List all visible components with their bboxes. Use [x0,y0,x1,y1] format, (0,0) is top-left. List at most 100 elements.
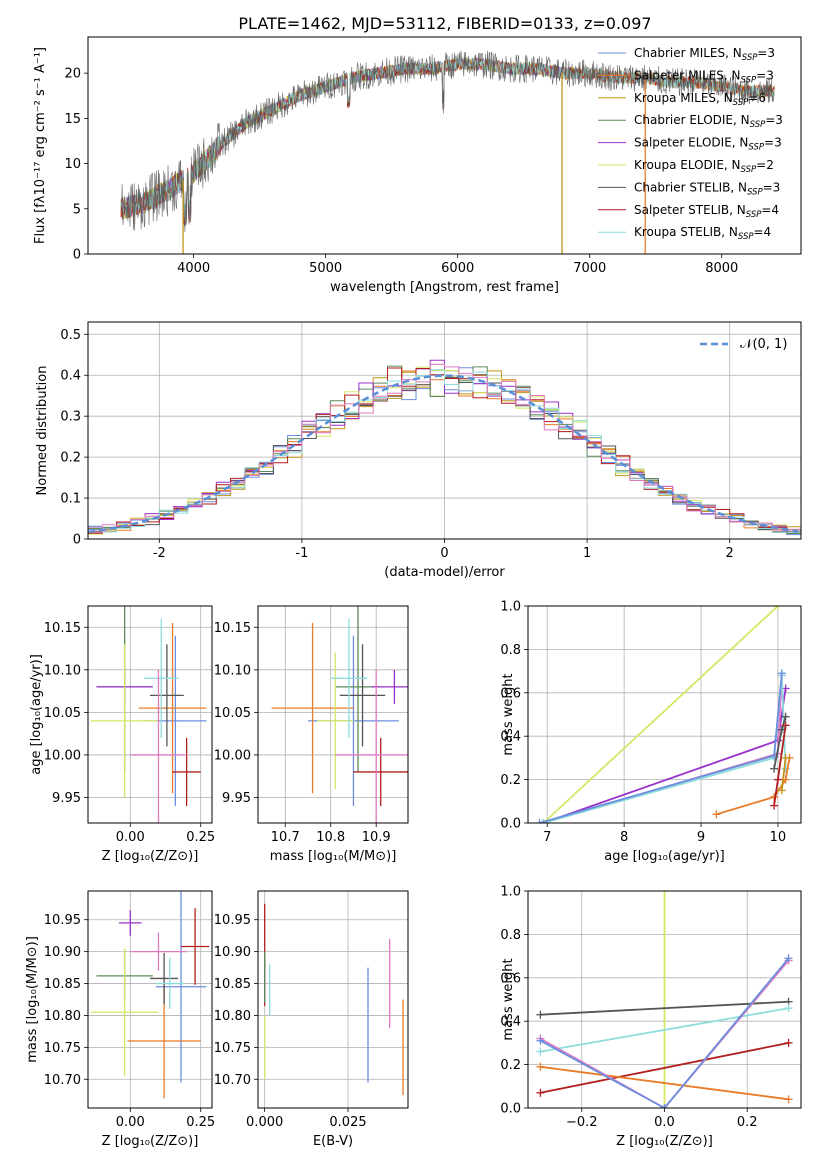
tick-label-x: 0.2 [737,1115,758,1130]
tick-label-y: 10.10 [214,663,251,678]
axis-label-x: Z [log₁₀(Z/Z⊙)] [102,1134,199,1149]
tick-label-y: 0.3 [60,410,81,425]
axes-frame [257,605,409,824]
errorbars-age_vs_Z [90,606,207,823]
tick-label-y: 5 [73,202,81,217]
tick-label-y: 10.15 [214,621,251,636]
tick-label-x: 10.7 [271,830,300,845]
axis-label-y: Flux [fλ10⁻¹⁷ erg cm⁻² s⁻¹ A⁻¹] [33,47,48,244]
histograms [88,359,801,537]
weight-line-salpeter_miles [540,1065,789,1101]
weight-line-chabrier_miles [539,673,783,823]
tick-label-y: 10.85 [44,977,81,992]
panel-mass_vs_Z: 0.00 0.25 10.70 10.75 10.80 10.85 10.90 10.95 Z … [25,890,215,1149]
tick-label-y: 0.2 [500,773,521,788]
tick-label-x: 9 [697,830,705,845]
tick-label-x: 8000 [705,261,738,276]
axis-label-y: mass weight [501,673,516,755]
panel-weight_vs_age: 7 8 9 10 0.0 0.2 0.4 0.6 0.8 1.0 age [log₁₀(age/yr… [500,600,802,864]
tick-label-y: 10.90 [214,945,251,960]
gaussian-curve [88,374,799,534]
axes-frame [87,36,802,255]
tick-label-y: 20 [64,67,81,82]
tick-label-y: 10 [64,157,81,172]
tick-label-x: -1 [295,546,308,561]
tick-label-y: 0.0 [500,1102,521,1117]
tick-label-y: 0.5 [60,328,81,343]
spectrum-chabrier_stelib [120,50,775,232]
tick-label-y: 9.95 [52,791,81,806]
axis-label-y: mass [log₁₀(M/M⊙)] [25,936,40,1063]
axes-frame [527,605,802,824]
tick-label-x: 7000 [573,261,606,276]
tick-label-y: 10.75 [214,1041,251,1056]
tick-label-y: 1.0 [500,600,521,615]
panel-weight_vs_Z: −0.2 0.0 0.2 0.0 0.2 0.4 0.6 0.8 1.0 Z [log₁₀(Z/Z… [500,885,802,1149]
tick-label-y: 10.70 [44,1073,81,1088]
tick-label-y: 10.05 [214,706,251,721]
tick-label-x: 10.9 [362,830,391,845]
tick-label-y: 0.8 [500,928,521,943]
errorbars-mass_vs_ebv [264,903,404,1096]
weight-line-chabrier_stelib [540,1000,789,1016]
tick-label-y: 10.00 [44,748,81,763]
tick-label-x: -2 [153,546,166,561]
tick-label-x: 7 [543,830,551,845]
axes-frame [527,890,802,1109]
tick-label-x: 0.0 [654,1115,675,1130]
legend-gaussian-label: 𝒩(0, 1) [740,337,787,352]
tick-label-y: 0.0 [500,817,521,832]
axes-frame [257,890,409,1109]
panel-age_vs_mass: 10.7 10.8 10.9 9.95 10.00 10.05 10.10 10.15 mass… [214,605,409,864]
tick-label-y: 10.15 [44,621,81,636]
tick-label-y: 10.95 [44,913,81,928]
tick-label-y: 10.90 [44,945,81,960]
weight-line-kroupa_stelib [540,1007,789,1053]
panel-spectrum: 4000 5000 6000 7000 8000 0 5 10 15 20 wavelength [… [33,36,802,295]
tick-label-y: 0.4 [500,730,521,745]
weight-line-chabrier_miles [539,957,790,1108]
tick-label-y: 0 [73,248,81,263]
tick-label-x: 0.00 [116,1115,145,1130]
tick-label-y: 10.85 [214,977,251,992]
tick-label-x: 10.8 [316,830,345,845]
axis-label-x: age [log₁₀(age/yr)] [604,849,725,864]
tick-label-y: 0.8 [500,643,521,658]
axis-label-x: Z [log₁₀(Z/Z⊙)] [616,1134,713,1149]
panel-residuals: -2 -1 0 1 2 0 0.1 0.2 0.3 0.4 0.5 (data-model)/erro… [35,321,802,580]
legend-label: Salpeter STELIB, NSSP=4 [634,203,779,220]
weight-line-salpeter_stelib [540,1042,789,1094]
tick-label-x: 2 [726,546,734,561]
tick-label-x: 0.25 [186,830,215,845]
weight-line-kroupa_elodie [542,606,779,823]
tick-label-y: 0.4 [500,1015,521,1030]
tick-label-y: 10.05 [44,706,81,721]
weight-line-salpeter_elodie [543,688,787,823]
weight-line-kroupa_stelib [543,675,787,823]
spectrum-legend: Chabrier MILES, NSSP=3 Salpeter MILES, NS… [598,46,783,242]
histogram-pink [88,363,801,535]
tick-label-y: 0 [73,533,81,548]
tick-label-x: 6000 [441,261,474,276]
tick-label-x: 0.025 [329,1115,366,1130]
errorbars-mass_vs_Z [90,891,210,1099]
tick-label-x: 0 [440,546,448,561]
lines-weight_vs_Z [536,891,793,1108]
tick-label-y: 1.0 [500,885,521,900]
axis-label-y: age [log₁₀(age/yr)] [29,654,44,775]
tick-label-y: 10.10 [44,663,81,678]
errorbars-age_vs_mass [271,606,408,823]
spectrum-lines [120,50,775,254]
tick-label-y: 0.6 [500,686,521,701]
legend-label: Kroupa ELODIE, NSSP=2 [634,158,774,175]
axes-frame [87,321,802,540]
tick-label-y: 0.4 [60,369,81,384]
axis-label-y: Normed distribution [35,366,50,496]
tick-label-x: 10 [770,830,787,845]
tick-label-y: 10.75 [44,1041,81,1056]
tick-label-y: 10.70 [214,1073,251,1088]
legend-label: Chabrier ELODIE, NSSP=3 [634,113,783,130]
tick-label-y: 9.95 [222,791,251,806]
axis-label-x: mass [log₁₀(M/M⊙)] [270,849,397,864]
